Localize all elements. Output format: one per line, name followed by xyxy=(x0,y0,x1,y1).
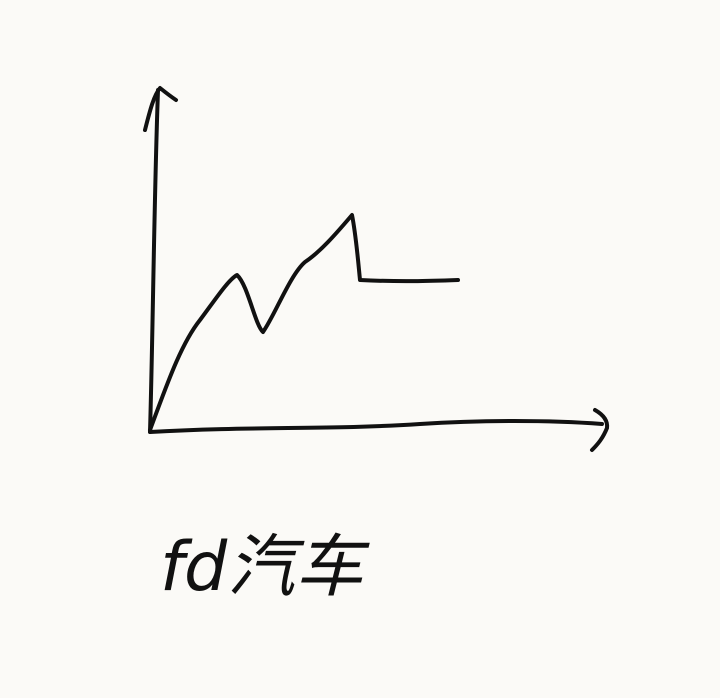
caption: fd汽车 xyxy=(160,528,370,607)
x-axis xyxy=(148,419,604,434)
y-axis-arrow xyxy=(143,86,178,132)
sketch-line xyxy=(148,213,460,432)
x-axis-arrow xyxy=(590,408,610,452)
y-axis xyxy=(148,88,160,434)
